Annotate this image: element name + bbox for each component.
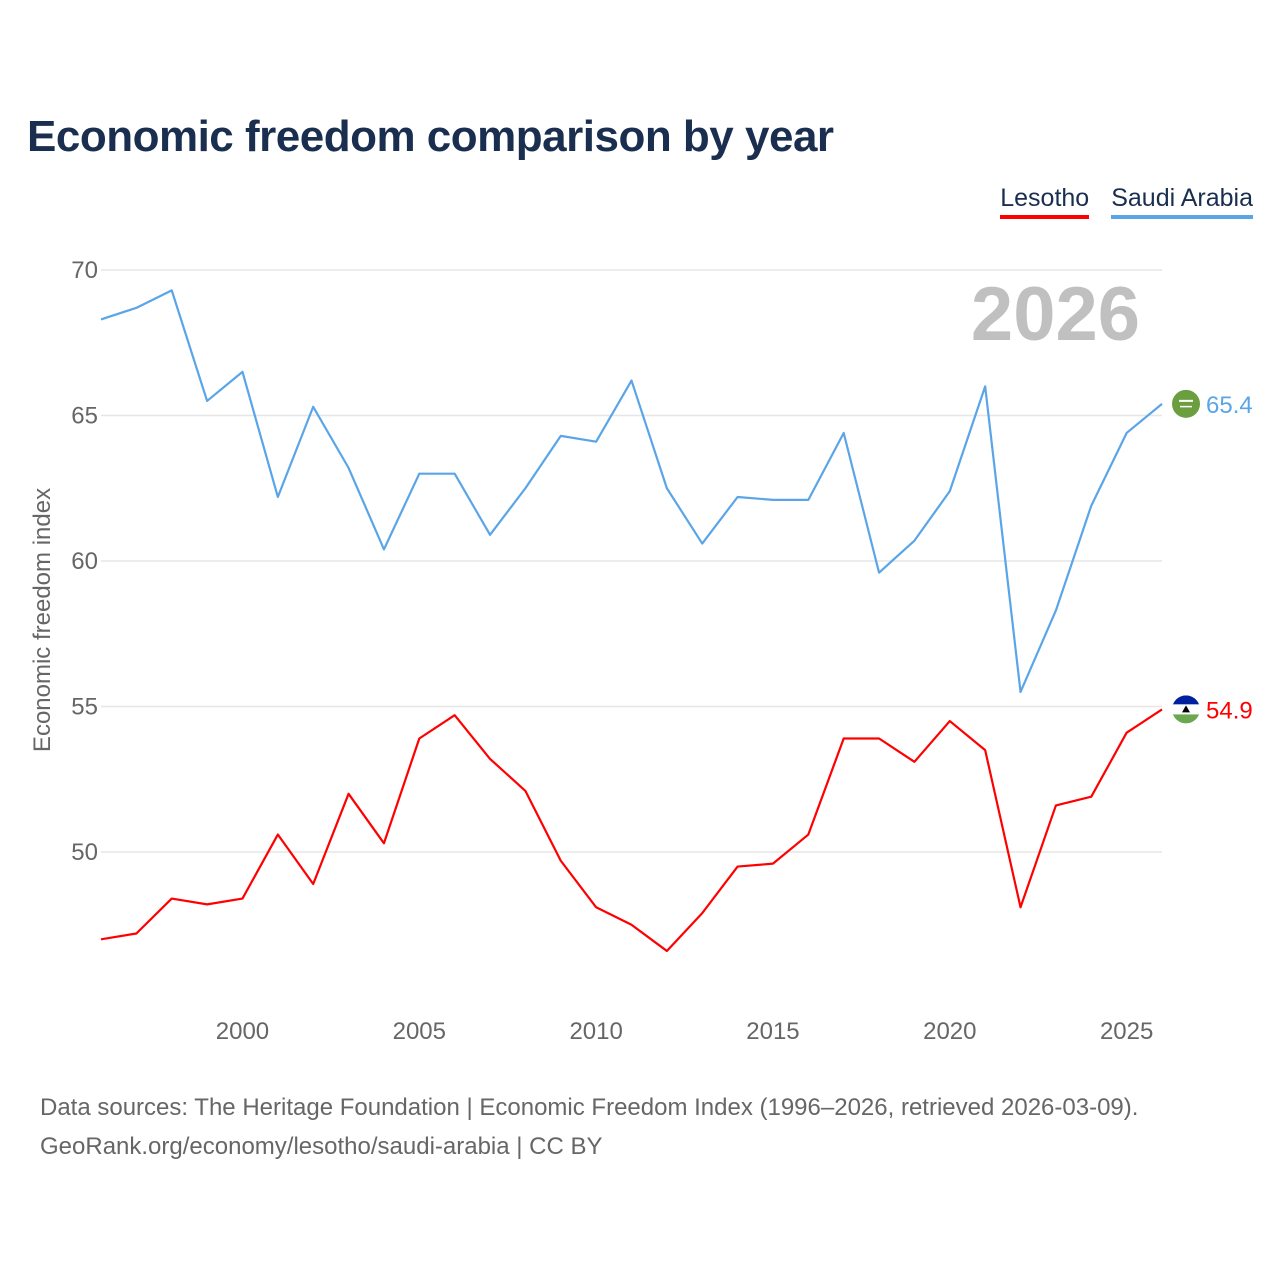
y-tick-label: 55 — [71, 694, 98, 721]
footer-link[interactable]: GeoRank.org/economy/lesotho/saudi-arabia… — [40, 1133, 603, 1160]
y-axis-label: Economic freedom index — [29, 488, 56, 752]
series-line-saudi-arabia — [100, 289, 1163, 694]
legend-lesotho[interactable]: Lesotho — [1000, 184, 1090, 219]
end-value-label: 65.4 — [1206, 392, 1253, 419]
y-tick-label: 65 — [71, 403, 98, 430]
x-tick-label: 2015 — [746, 1018, 799, 1045]
x-tick-label: 2025 — [1100, 1018, 1153, 1045]
year-watermark: 2026 — [971, 272, 1140, 357]
chart-title: Economic freedom comparison by year — [27, 112, 834, 161]
legend-saudi-arabia[interactable]: Saudi Arabia — [1111, 184, 1253, 219]
y-tick-label: 60 — [71, 548, 98, 575]
x-tick-label: 2005 — [393, 1018, 446, 1045]
saudi-arabia-flag-icon — [1172, 389, 1200, 418]
y-tick-label: 50 — [71, 839, 98, 866]
lesotho-flag-icon — [1172, 695, 1200, 724]
footer: Data sources: The Heritage Foundation | … — [40, 1088, 1138, 1166]
y-tick-label: 70 — [71, 257, 98, 284]
footer-sources: Data sources: The Heritage Foundation | … — [40, 1094, 1139, 1121]
x-tick-label: 2010 — [569, 1018, 622, 1045]
end-value-label: 54.9 — [1206, 697, 1253, 724]
x-tick-label: 2020 — [923, 1018, 976, 1045]
x-tick-label: 2000 — [216, 1018, 269, 1045]
legend: Lesotho Saudi Arabia — [1000, 184, 1253, 219]
series-line-lesotho — [100, 708, 1163, 953]
